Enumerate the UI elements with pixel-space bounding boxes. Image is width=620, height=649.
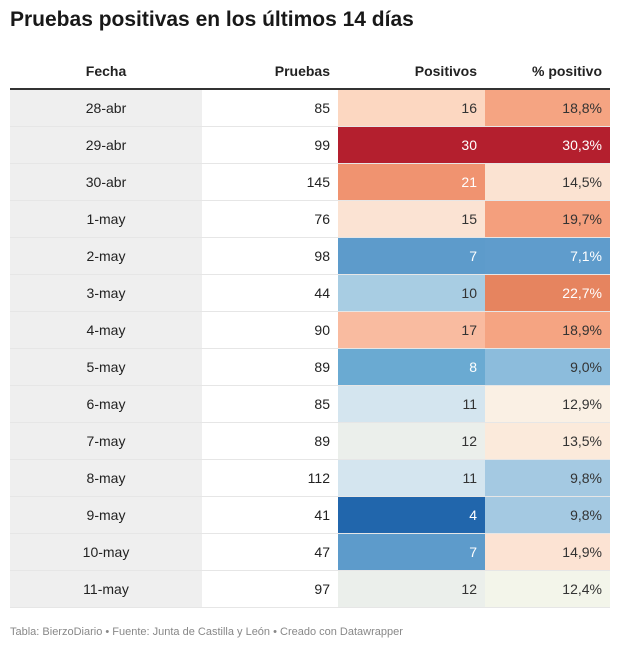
cell-porcentaje: 9,8% xyxy=(485,459,610,497)
cell-fecha: 6-may xyxy=(10,385,202,423)
cell-positivos: 17 xyxy=(338,311,485,349)
cell-porcentaje: 12,4% xyxy=(485,570,610,608)
cell-fecha: 8-may xyxy=(10,459,202,497)
cell-positivos: 11 xyxy=(338,385,485,423)
cell-positivos: 7 xyxy=(338,237,485,275)
cell-fecha: 2-may xyxy=(10,237,202,275)
cell-porcentaje: 14,5% xyxy=(485,163,610,201)
cell-positivos: 7 xyxy=(338,533,485,571)
cell-pruebas: 76 xyxy=(202,200,338,238)
column-header-porcentaje[interactable]: % positivo xyxy=(485,54,610,90)
table-row: 1-may 76 15 19,7% xyxy=(10,200,610,238)
cell-porcentaje: 30,3% xyxy=(485,126,610,164)
cell-pruebas: 41 xyxy=(202,496,338,534)
table-row: 28-abr 85 16 18,8% xyxy=(10,89,610,127)
cell-fecha: 5-may xyxy=(10,348,202,386)
table-row: 3-may 44 10 22,7% xyxy=(10,274,610,312)
cell-fecha: 28-abr xyxy=(10,89,202,127)
cell-fecha: 7-may xyxy=(10,422,202,460)
cell-fecha: 1-may xyxy=(10,200,202,238)
cell-porcentaje: 19,7% xyxy=(485,200,610,238)
cell-porcentaje: 18,9% xyxy=(485,311,610,349)
cell-pruebas: 90 xyxy=(202,311,338,349)
cell-pruebas: 44 xyxy=(202,274,338,312)
table-row: 6-may 85 11 12,9% xyxy=(10,385,610,423)
table-row: 4-may 90 17 18,9% xyxy=(10,311,610,349)
footer-credit: Tabla: BierzoDiario • Fuente: Junta de C… xyxy=(10,626,403,638)
column-header-pruebas[interactable]: Pruebas xyxy=(202,54,338,90)
cell-fecha: 10-may xyxy=(10,533,202,571)
cell-pruebas: 98 xyxy=(202,237,338,275)
table-row: 5-may 89 8 9,0% xyxy=(10,348,610,386)
cell-fecha: 30-abr xyxy=(10,163,202,201)
cell-porcentaje: 9,0% xyxy=(485,348,610,386)
table-row: 11-may 97 12 12,4% xyxy=(10,570,610,608)
cell-fecha: 29-abr xyxy=(10,126,202,164)
cell-positivos: 21 xyxy=(338,163,485,201)
cell-fecha: 11-may xyxy=(10,570,202,608)
cell-positivos: 12 xyxy=(338,422,485,460)
cell-porcentaje: 14,9% xyxy=(485,533,610,571)
cell-pruebas: 112 xyxy=(202,459,338,497)
cell-positivos: 11 xyxy=(338,459,485,497)
cell-positivos: 10 xyxy=(338,274,485,312)
cell-positivos: 12 xyxy=(338,570,485,608)
cell-fecha: 4-may xyxy=(10,311,202,349)
cell-pruebas: 99 xyxy=(202,126,338,164)
cell-pruebas: 89 xyxy=(202,348,338,386)
cell-porcentaje: 12,9% xyxy=(485,385,610,423)
cell-positivos: 16 xyxy=(338,89,485,127)
cell-fecha: 9-may xyxy=(10,496,202,534)
cell-pruebas: 85 xyxy=(202,89,338,127)
cell-porcentaje: 7,1% xyxy=(485,237,610,275)
table-row: 9-may 41 4 9,8% xyxy=(10,496,610,534)
table-row: 8-may 112 11 9,8% xyxy=(10,459,610,497)
table-row: 30-abr 145 21 14,5% xyxy=(10,163,610,201)
cell-positivos: 4 xyxy=(338,496,485,534)
table-row: 10-may 47 7 14,9% xyxy=(10,533,610,571)
column-header-fecha[interactable]: Fecha xyxy=(10,54,202,90)
cell-pruebas: 85 xyxy=(202,385,338,423)
table-header-row: Fecha Pruebas Positivos % positivo xyxy=(10,54,610,90)
cell-pruebas: 145 xyxy=(202,163,338,201)
cell-porcentaje: 9,8% xyxy=(485,496,610,534)
cell-pruebas: 89 xyxy=(202,422,338,460)
cell-porcentaje: 18,8% xyxy=(485,89,610,127)
data-table: Fecha Pruebas Positivos % positivo 28-ab… xyxy=(10,54,610,608)
column-header-positivos[interactable]: Positivos xyxy=(338,54,485,90)
cell-pruebas: 47 xyxy=(202,533,338,571)
chart-title: Pruebas positivas en los últimos 14 días xyxy=(10,8,414,31)
cell-porcentaje: 13,5% xyxy=(485,422,610,460)
table-row: 29-abr 99 30 30,3% xyxy=(10,126,610,164)
cell-positivos: 15 xyxy=(338,200,485,238)
table-row: 2-may 98 7 7,1% xyxy=(10,237,610,275)
cell-positivos: 30 xyxy=(338,126,485,164)
cell-fecha: 3-may xyxy=(10,274,202,312)
table-row: 7-may 89 12 13,5% xyxy=(10,422,610,460)
cell-porcentaje: 22,7% xyxy=(485,274,610,312)
cell-pruebas: 97 xyxy=(202,570,338,608)
cell-positivos: 8 xyxy=(338,348,485,386)
